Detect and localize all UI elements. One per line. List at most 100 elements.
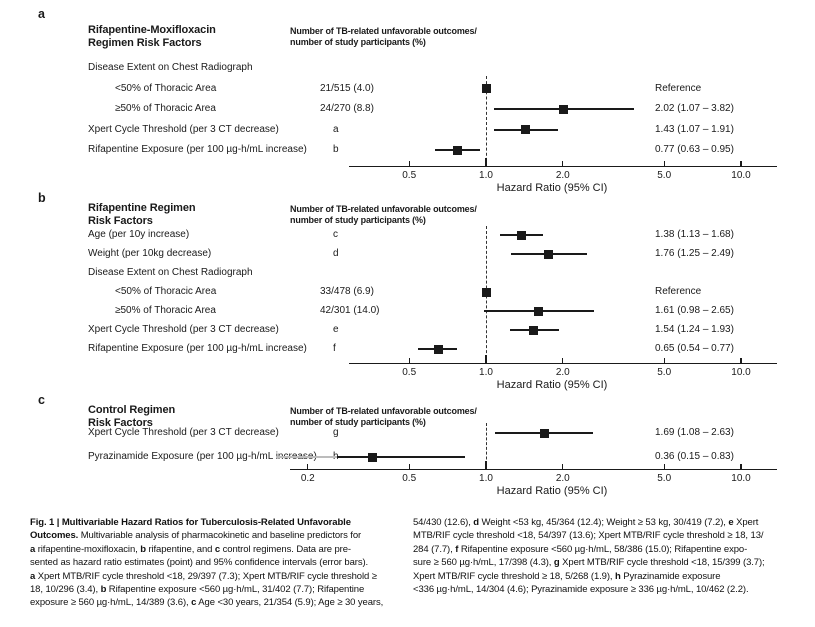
- x-tick-label: 10.0: [731, 367, 751, 378]
- caption-bold-text: d: [473, 517, 479, 528]
- x-tick-label: 0.5: [402, 473, 417, 484]
- hr-ci-text: 1.69 (1.08 – 2.63): [655, 427, 734, 438]
- hr-ci-text: 1.38 (1.13 – 1.68): [655, 229, 734, 240]
- caption-text: 54/430 (12.6),: [413, 517, 474, 528]
- caption-bold-text: c: [214, 543, 221, 555]
- x-axis-tick: [408, 161, 410, 166]
- row-label: <50% of Thoracic Area: [115, 286, 217, 297]
- x-tick-label: 2.0: [555, 473, 570, 484]
- caption-line: exposure ≥ 560 µg·h/mL, 14/389 (3.6), c …: [30, 596, 415, 609]
- caption-text: sure ≥ 560 µg·h/mL, 17/398 (4.3),: [413, 557, 554, 569]
- outcome-count: c: [333, 229, 338, 240]
- x-axis-tick: [408, 464, 410, 469]
- caption-line: 18, 10/296 (3.4), b Rifapentine exposure…: [30, 583, 415, 596]
- caption-bold-text: c: [191, 597, 197, 609]
- outcome-count: 42/301 (14.0): [320, 305, 380, 316]
- caption-text: control regimens. Data are pre-: [220, 543, 351, 555]
- column-header: Number of TB-related unfavorable outcome…: [290, 406, 477, 416]
- outcome-count: g: [333, 427, 339, 438]
- x-axis-tick: [408, 358, 410, 363]
- outcome-count: d: [333, 248, 339, 259]
- hr-point-marker: [517, 230, 527, 240]
- ci-error-bar-clipped: [275, 455, 337, 459]
- panel-letter: b: [38, 191, 46, 205]
- x-axis-tick: [663, 358, 665, 363]
- x-axis-line: [349, 166, 777, 168]
- row-label: Rifapentine Exposure (per 100 µg-h/mL in…: [88, 343, 307, 354]
- caption-bold-text: b: [100, 584, 107, 596]
- hr-ci-text: 1.43 (1.07 – 1.91): [655, 123, 734, 135]
- caption-text: Rifapentine exposure <560 µg·h/mL, 58/38…: [458, 543, 748, 555]
- panel-title: Risk Factors: [88, 215, 153, 227]
- x-axis-tick: [562, 358, 564, 363]
- caption-text: rifapentine-moxifloxacin,: [35, 543, 141, 555]
- x-tick-label: 1.0: [479, 473, 493, 484]
- hr-point-marker: [534, 306, 544, 316]
- row-label: Pyrazinamide Exposure (per 100 µg-h/mL i…: [88, 451, 317, 462]
- column-header: number of study participants (%): [290, 416, 426, 427]
- hr-ci-text: 1.76 (1.25 – 2.49): [655, 248, 734, 259]
- hr-point-marker: [529, 325, 539, 335]
- hr-ci-text: 1.54 (1.24 – 1.93): [655, 324, 734, 335]
- reference-dashed-line: [485, 423, 487, 469]
- row-label: <50% of Thoracic Area: [115, 82, 217, 94]
- caption-line: 284 (7.7), f Rifapentine exposure <560 µ…: [413, 543, 813, 556]
- hr-ci-text: Reference: [655, 286, 702, 297]
- panel-title: Regimen Risk Factors: [88, 37, 202, 49]
- caption-text: Age <30 years, 21/354 (5.9); Age ≥ 30 ye…: [196, 597, 384, 609]
- hr-point-marker: [481, 287, 491, 297]
- panel-title: Control Regimen: [88, 404, 176, 416]
- panel-letter: a: [38, 7, 45, 21]
- panel-title: Risk Factors: [88, 417, 153, 429]
- x-tick-label: 10.0: [731, 170, 751, 181]
- row-label: Xpert Cycle Threshold (per 3 CT decrease…: [88, 324, 279, 335]
- ci-error-bar: [336, 455, 466, 459]
- outcome-count: b: [333, 144, 339, 156]
- hr-point-marker: [452, 145, 462, 155]
- row-group-label: Disease Extent on Chest Radiograph: [88, 267, 253, 278]
- caption-bold-text: Fig. 1 | Multivariable Hazard Ratios for…: [30, 517, 351, 528]
- caption-text: Weight <53 kg, 45/364 (12.4); Weight ≥ 5…: [479, 517, 729, 528]
- caption-text: 284 (7.7),: [413, 543, 456, 555]
- hr-ci-text: 1.61 (0.98 – 2.65): [655, 305, 734, 316]
- hr-point-marker: [521, 125, 531, 135]
- row-label: Xpert Cycle Threshold (per 3 CT decrease…: [88, 427, 279, 438]
- x-axis-tick: [663, 161, 665, 166]
- x-tick-label: 2.0: [555, 170, 570, 181]
- caption-text: exposure ≥ 560 µg·h/mL, 14/389 (3.6),: [30, 597, 192, 609]
- x-axis-tick: [663, 464, 665, 469]
- caption-text: Xpert MTB/RIF cycle threshold ≥ 18, 5/26…: [413, 570, 616, 582]
- panel-title: Rifapentine-Moxifloxacin: [88, 24, 216, 36]
- row-label: Age (per 10y increase): [88, 229, 190, 240]
- reference-dashed-line: [485, 76, 487, 166]
- x-axis-line: [290, 469, 777, 471]
- x-tick-label: 1.0: [479, 367, 493, 378]
- caption-text: <336 µg·h/mL, 14/304 (4.6); Pyrazinamide…: [413, 584, 749, 596]
- caption-text: Pyrazinamide exposure: [620, 570, 721, 582]
- hr-point-marker: [433, 344, 443, 354]
- x-axis-tick: [562, 161, 564, 166]
- caption-text: 18, 10/296 (3.4),: [30, 584, 101, 596]
- caption-text: Xpert MTB/RIF cycle threshold <18, 15/39…: [559, 557, 765, 569]
- row-label: Weight (per 10kg decrease): [88, 248, 212, 259]
- caption-text: MTB/RIF cycle threshold <18, 54/397 (13.…: [413, 530, 764, 542]
- caption-text: Xpert MTB/RIF cycle threshold <18, 29/39…: [35, 570, 377, 582]
- column-header: number of study participants (%): [290, 214, 426, 225]
- caption-bold-text: a: [30, 570, 36, 582]
- row-label: Rifapentine Exposure (per 100 µg-h/mL in…: [88, 144, 307, 156]
- x-axis-tick: [307, 464, 309, 469]
- x-axis-tick: [485, 158, 487, 166]
- x-axis-title: Hazard Ratio (95% CI): [496, 182, 608, 194]
- panel-title: Rifapentine Regimen: [88, 202, 196, 214]
- hr-ci-text: 2.02 (1.07 – 3.82): [655, 103, 734, 115]
- outcome-count: 24/270 (8.8): [320, 103, 374, 115]
- x-axis-tick: [485, 355, 487, 363]
- caption-line: MTB/RIF cycle threshold <18, 54/397 (13.…: [413, 529, 813, 542]
- x-axis-tick: [740, 161, 742, 166]
- caption-bold-text: g: [553, 557, 560, 569]
- x-tick-label: 0.5: [402, 170, 417, 181]
- outcome-count: 21/515 (4.0): [320, 82, 374, 94]
- caption-text: Rifapentine exposure <560 µg·h/mL, 31/40…: [106, 584, 365, 596]
- caption-column-left: Fig. 1 | Multivariable Hazard Ratios for…: [30, 516, 415, 610]
